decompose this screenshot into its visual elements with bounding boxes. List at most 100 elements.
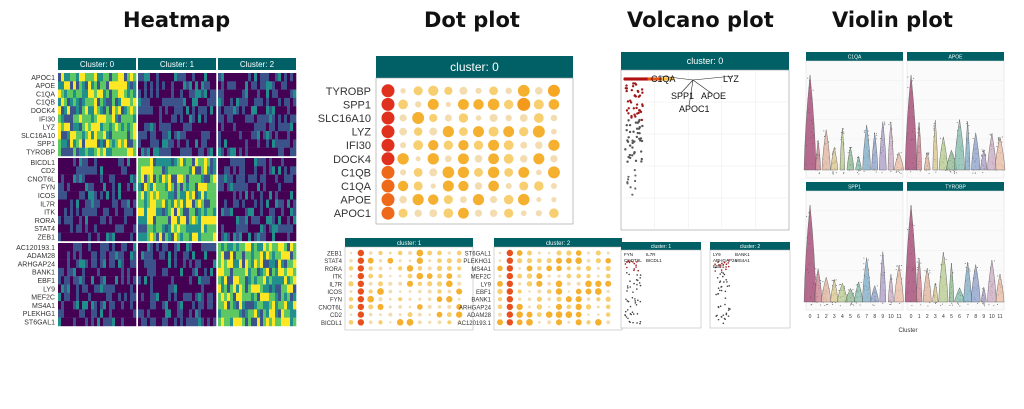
heatmap-cell bbox=[165, 224, 169, 233]
heatmap-cell bbox=[82, 166, 86, 175]
heatmap-cell bbox=[124, 276, 128, 285]
heatmap-cell bbox=[260, 232, 264, 242]
heatmap-cell bbox=[162, 182, 166, 192]
heatmap-cell bbox=[204, 207, 208, 217]
volcano-point bbox=[639, 150, 643, 153]
heatmap-cell bbox=[287, 131, 291, 140]
heatmap-row-label: ADAM28 bbox=[27, 253, 55, 260]
heatmap-cell bbox=[266, 232, 270, 242]
heatmap-cell bbox=[186, 89, 190, 99]
dotplot-main-dot bbox=[398, 99, 408, 110]
heatmap-cell bbox=[245, 139, 249, 148]
volcano-point bbox=[634, 159, 638, 163]
violin-jitter bbox=[835, 279, 837, 281]
heatmap-row-label: PLEKHG1 bbox=[23, 311, 55, 318]
heatmap-cell bbox=[218, 147, 222, 157]
heatmap-cell bbox=[257, 166, 261, 175]
dotplot-small-dot bbox=[417, 304, 423, 310]
heatmap-cell bbox=[272, 139, 276, 148]
dotplot-main-dot bbox=[505, 87, 512, 95]
violin-jitter bbox=[929, 272, 931, 274]
dotplot-small-dot bbox=[597, 274, 600, 278]
heatmap-cell bbox=[174, 174, 178, 184]
heatmap-cell bbox=[195, 199, 199, 208]
heatmap-cell bbox=[227, 243, 231, 252]
heatmap-cell bbox=[85, 106, 89, 115]
heatmap-cell bbox=[85, 81, 89, 90]
violin-jitter bbox=[988, 304, 990, 306]
heatmap-cell bbox=[245, 284, 249, 293]
heatmap-cell bbox=[254, 106, 258, 115]
dotplot-main-dot bbox=[413, 181, 423, 191]
dotplot-small-dot bbox=[547, 305, 551, 309]
heatmap-cell bbox=[233, 259, 237, 269]
heatmap-cell bbox=[213, 317, 217, 327]
heatmap-cell bbox=[227, 267, 231, 277]
volcano-small-point bbox=[726, 285, 729, 288]
violin-jitter bbox=[966, 122, 968, 124]
heatmap-cell bbox=[230, 122, 234, 132]
heatmap-cell bbox=[281, 147, 285, 157]
volcano-small-label: BICDL1 bbox=[646, 258, 662, 263]
violin-jitter bbox=[838, 284, 840, 286]
heatmap-cell bbox=[150, 89, 154, 99]
heatmap-cell bbox=[233, 131, 237, 140]
heatmap-cell bbox=[287, 267, 291, 277]
violin-jitter bbox=[900, 269, 902, 271]
heatmap-cell bbox=[201, 131, 205, 140]
violin-jitter bbox=[884, 123, 886, 125]
heatmap-cell bbox=[192, 81, 196, 90]
heatmap-cell bbox=[263, 106, 267, 115]
heatmap-cell bbox=[112, 301, 116, 310]
heatmap-cell bbox=[115, 191, 119, 200]
heatmap-cell bbox=[58, 122, 62, 132]
dotplot-small-dot bbox=[427, 297, 432, 301]
heatmap-cell bbox=[210, 259, 214, 269]
heatmap-cell bbox=[76, 317, 80, 327]
heatmap-cell bbox=[159, 267, 163, 277]
heatmap-cell bbox=[189, 81, 193, 90]
heatmap-cell bbox=[287, 114, 291, 123]
heatmap-cell bbox=[180, 199, 184, 208]
violin-shape bbox=[815, 140, 821, 171]
heatmap-cell bbox=[275, 97, 279, 107]
heatmap-cell bbox=[189, 89, 193, 99]
dotplot-small-dot bbox=[566, 281, 571, 286]
heatmap-cell bbox=[192, 199, 196, 208]
heatmap-cell bbox=[156, 182, 160, 192]
heatmap-cell bbox=[58, 166, 62, 175]
heatmap-cell bbox=[127, 232, 131, 242]
dotplot-small-dot bbox=[437, 273, 442, 279]
heatmap-cell bbox=[91, 232, 95, 242]
heatmap-cell bbox=[257, 267, 261, 277]
heatmap-cell bbox=[171, 97, 175, 107]
heatmap-cell bbox=[150, 301, 154, 310]
heatmap-cell bbox=[236, 131, 240, 140]
heatmap-cell bbox=[189, 106, 193, 115]
heatmap-cell bbox=[141, 191, 145, 200]
heatmap-cell bbox=[159, 301, 163, 310]
heatmap-cell bbox=[70, 259, 74, 269]
volcano-point bbox=[627, 178, 630, 181]
dotplot-small-dot bbox=[378, 281, 383, 287]
heatmap-cell bbox=[245, 317, 249, 327]
dotplot-small-dot bbox=[456, 250, 462, 256]
dotplot-small-dot bbox=[388, 312, 393, 317]
heatmap-cell bbox=[189, 73, 193, 82]
heatmap-cell bbox=[254, 174, 258, 184]
heatmap-cell bbox=[76, 301, 80, 310]
dotplot-main-dot bbox=[475, 115, 482, 121]
heatmap-cell bbox=[251, 139, 255, 148]
volcano-label-line bbox=[680, 79, 694, 94]
heatmap-cell bbox=[210, 216, 214, 225]
volcano-point bbox=[634, 179, 637, 183]
heatmap-cell bbox=[73, 191, 77, 200]
heatmap-cell bbox=[272, 284, 276, 293]
dotplot-main-dot bbox=[474, 167, 483, 177]
heatmap-cell bbox=[284, 267, 288, 277]
heatmap-cell bbox=[257, 97, 261, 107]
violin-jitter bbox=[964, 263, 966, 265]
heatmap-cell bbox=[64, 182, 68, 192]
volcano-point bbox=[669, 77, 673, 81]
dotplot-small-dot bbox=[526, 258, 533, 264]
